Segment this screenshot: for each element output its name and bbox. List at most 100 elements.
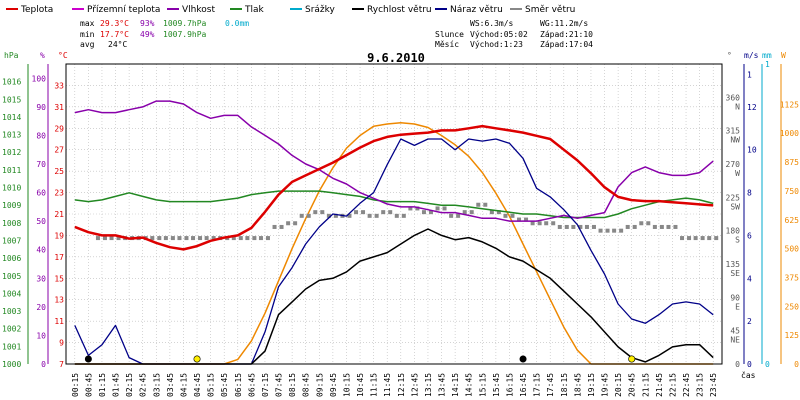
series-pressure (74, 190, 714, 219)
wind-direction-mark (476, 202, 481, 207)
x-tick-label: 22:15 (668, 373, 677, 397)
legend-label: Rychlost větru (367, 5, 432, 15)
x-tick-label: 22:45 (682, 373, 691, 397)
x-tick-label: 18:15 (560, 373, 569, 397)
tick-label-temp: 17 (54, 253, 64, 262)
wind-direction-mark (680, 236, 685, 241)
x-tick-label: 21:45 (655, 373, 664, 397)
wind-direction-mark (238, 236, 243, 241)
tick-label-wind: 12 (747, 103, 757, 112)
wind-direction-mark (578, 224, 583, 229)
info-moon-set: Západ:17:04 (540, 40, 593, 49)
wind-direction-mark (286, 221, 291, 226)
tick-label-rain: 1 (765, 60, 770, 69)
wind-direction-mark (632, 224, 637, 229)
x-tick-label: 02:15 (125, 373, 134, 397)
wind-direction-mark (258, 236, 263, 241)
legend-label: Vlhkost (182, 5, 215, 15)
chart-title: 9.6.2010 (367, 51, 425, 65)
wind-direction-mark (551, 221, 556, 226)
stats-max-press: 1009.7hPa (163, 19, 207, 28)
info-ws: WS:6.3m/s (470, 19, 514, 28)
wind-direction-mark (605, 228, 610, 233)
wind-direction-mark (646, 221, 651, 226)
tick-label-humidity: 100 (32, 74, 47, 83)
wind-direction-mark (204, 236, 209, 241)
x-tick-label: 06:15 (234, 373, 243, 397)
x-tick-label: 13:45 (438, 373, 447, 397)
x-tick-label: 15:15 (478, 373, 487, 397)
tick-label-pressure: 1006 (2, 254, 21, 263)
x-tick-label: 23:15 (696, 373, 705, 397)
wind-direction-mark (326, 213, 331, 218)
tick-label-direction: W (735, 169, 740, 178)
stats-max-hum: 93% (140, 19, 155, 28)
legend-label: Teplota (20, 5, 53, 15)
wind-direction-mark (591, 224, 596, 229)
tick-label-direction: 360 (726, 93, 741, 102)
wind-direction-mark (116, 236, 121, 241)
series-wind-speed (74, 228, 714, 365)
wind-direction-mark (198, 236, 203, 241)
x-tick-label: 10:15 (342, 373, 351, 397)
tick-label-pressure: 1011 (2, 166, 21, 175)
tick-label-pressure: 1016 (2, 78, 21, 87)
series-wind-gust (74, 138, 714, 365)
tick-label-pressure: 1008 (2, 219, 21, 228)
wind-direction-mark (557, 224, 562, 229)
tick-label-direction: E (735, 302, 740, 311)
wind-direction-mark (714, 236, 719, 241)
tick-label-solar: 875 (785, 158, 800, 167)
x-tick-label: 07:15 (261, 373, 270, 397)
x-tick-label: 16:15 (505, 373, 514, 397)
unit-mm: mm (762, 51, 772, 60)
wind-direction-mark (421, 210, 426, 215)
legend-label: Srážky (305, 5, 336, 15)
wind-direction-mark (544, 221, 549, 226)
tick-label-humidity: 70 (36, 160, 46, 169)
wind-direction-mark (347, 213, 352, 218)
wind-direction-mark (150, 236, 155, 241)
series-humidity (74, 100, 714, 222)
wind-direction-mark (530, 221, 535, 226)
tick-label-wind: 2 (747, 317, 752, 326)
x-tick-label: 03:45 (166, 373, 175, 397)
tick-label-wind: 6 (747, 231, 752, 240)
tick-label-pressure: 1007 (2, 236, 21, 245)
wind-direction-mark (639, 221, 644, 226)
wind-direction-mark (571, 224, 576, 229)
wind-direction-mark (157, 236, 162, 241)
tick-label-wind: 8 (747, 189, 752, 198)
wind-direction-mark (299, 213, 304, 218)
tick-label-solar: 750 (785, 187, 800, 196)
x-tick-label: 01:15 (98, 373, 107, 397)
wind-direction-mark (313, 210, 318, 215)
tick-label-humidity: 20 (36, 303, 46, 312)
plot-grid (66, 64, 722, 365)
x-tick-label: 15:45 (492, 373, 501, 397)
unit-hpa: hPa (4, 51, 19, 60)
tick-label-temp: 19 (54, 231, 64, 240)
tick-label-humidity: 40 (36, 246, 46, 255)
info-moon-rise: Východ:1:23 (470, 40, 523, 49)
x-tick-label: 02:45 (139, 373, 148, 397)
wind-direction-mark (659, 224, 664, 229)
wind-direction-mark (707, 236, 712, 241)
stats-avg-label: avg (80, 40, 95, 49)
wind-direction-mark (272, 224, 277, 229)
wind-direction-mark (442, 206, 447, 211)
wind-direction-mark (510, 213, 515, 218)
wind-direction-mark (163, 236, 168, 241)
x-tick-label: 12:15 (397, 373, 406, 397)
x-tick-label: 01:45 (112, 373, 121, 397)
wind-direction-mark (612, 228, 617, 233)
wind-direction-mark (503, 213, 508, 218)
tick-label-direction: N (735, 102, 740, 111)
x-tick-label: 17:45 (546, 373, 555, 397)
info-wg: WG:11.2m/s (540, 19, 588, 28)
info-moon-label: Měsíc (435, 40, 459, 49)
stats-max-temp: 29.3°C (100, 19, 129, 28)
stats-min-label: min (80, 30, 95, 39)
wind-direction-mark (598, 228, 603, 233)
